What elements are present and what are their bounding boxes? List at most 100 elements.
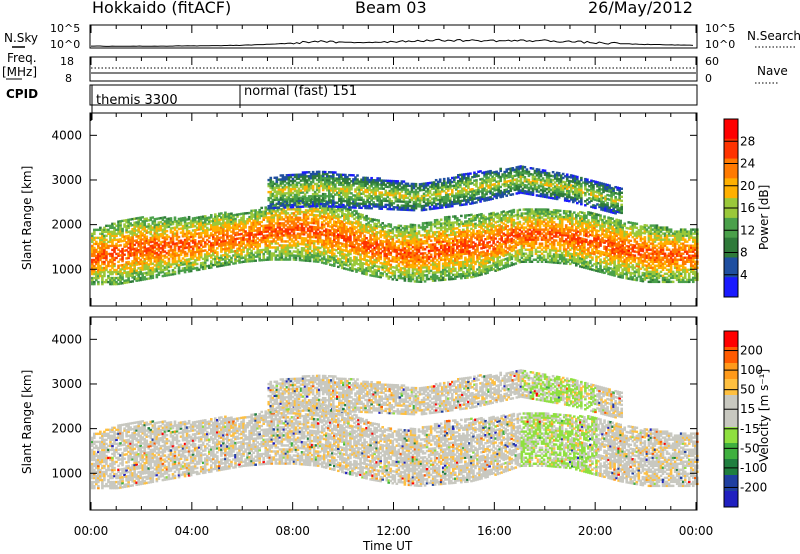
power-cell (183, 222, 187, 226)
power-cell (345, 217, 348, 220)
power-cell (218, 264, 221, 268)
power-cell (191, 235, 195, 238)
power-cell (93, 270, 96, 274)
power-cell (199, 233, 203, 237)
power-cell (324, 222, 328, 225)
power-cell (304, 249, 308, 252)
power-cell (328, 251, 332, 254)
power-cell (119, 270, 122, 273)
power-cell (300, 246, 304, 250)
power-cell (357, 228, 360, 232)
power-cell (141, 226, 145, 229)
power-cell (351, 225, 354, 228)
power-cell (177, 263, 181, 267)
power-cell (99, 228, 102, 232)
power-cell (326, 212, 330, 216)
power-cell (326, 230, 330, 234)
power-cell (337, 215, 340, 218)
power-cell (187, 246, 191, 249)
power-cell (264, 234, 268, 237)
power-cell (276, 258, 280, 261)
power-cell (335, 243, 338, 246)
power-cell (147, 253, 151, 256)
power-cell (294, 208, 298, 211)
power-cell (193, 224, 197, 228)
power-cell (276, 230, 280, 233)
power-cell (361, 251, 364, 255)
power-cell (318, 240, 322, 244)
power-cell (280, 208, 284, 211)
power-cell (266, 250, 270, 253)
power-cell (101, 278, 104, 282)
power-cell (161, 222, 165, 226)
power-cell (367, 259, 370, 263)
power-cell (365, 251, 368, 254)
power-cell (155, 235, 159, 239)
power-cell (230, 222, 233, 225)
power-cell (189, 223, 193, 227)
power-cell (119, 220, 122, 223)
power-cell (357, 234, 360, 238)
power-cell (286, 226, 290, 229)
power-cell (302, 231, 306, 234)
power-cell (220, 244, 223, 247)
power-cell (288, 254, 292, 257)
power-cell (242, 212, 245, 215)
power-cell (258, 226, 261, 230)
power-cell (310, 217, 314, 221)
power-cell (93, 254, 96, 258)
power-cell (163, 224, 167, 227)
power-cell (159, 224, 163, 228)
power-cell (153, 238, 157, 241)
power-cell (214, 217, 217, 220)
power-cell (149, 224, 153, 228)
power-cell (306, 221, 310, 224)
power-cell (151, 272, 155, 276)
freq-tick-left-top: 18 (60, 55, 74, 68)
power-cell (260, 240, 264, 244)
power-cell (324, 260, 328, 263)
power-cell (214, 259, 217, 262)
power-cell (238, 257, 241, 260)
power-cell (298, 234, 302, 238)
power-cell (363, 230, 366, 233)
power-cell (326, 260, 330, 264)
power-cell (147, 265, 151, 268)
power-cell (486, 249, 489, 252)
power-cell (276, 208, 280, 211)
power-cell (339, 230, 342, 233)
power-cell (282, 252, 286, 255)
power-cell (121, 229, 124, 233)
power-cell (272, 230, 276, 233)
power-cell (99, 274, 102, 278)
power-cell (343, 243, 346, 246)
power-cell (234, 223, 237, 227)
power-cell (288, 216, 292, 219)
nsky-line (91, 38, 694, 47)
power-cell (151, 240, 155, 243)
power-cell (175, 226, 179, 229)
power-cell (363, 218, 366, 221)
power-cell (343, 245, 346, 248)
power-cell (163, 242, 167, 245)
power-cell (191, 253, 195, 256)
power-cell (314, 240, 318, 243)
power-cell (282, 258, 286, 261)
power-cell (274, 242, 278, 245)
power-cell (353, 243, 356, 247)
power-cell (203, 241, 207, 244)
power-cell (163, 236, 167, 239)
power-cell (320, 261, 324, 264)
power-cell (333, 216, 336, 219)
power-cell (139, 270, 143, 274)
power-cell (193, 218, 197, 222)
power-cell (105, 234, 108, 238)
power-cell (224, 221, 227, 225)
power-cell (197, 222, 201, 225)
power-cell (105, 250, 108, 254)
power-cell (101, 232, 104, 236)
power-cell (343, 253, 346, 256)
power-cell (109, 270, 112, 274)
power-cell (220, 250, 223, 253)
power-cell (135, 251, 138, 254)
